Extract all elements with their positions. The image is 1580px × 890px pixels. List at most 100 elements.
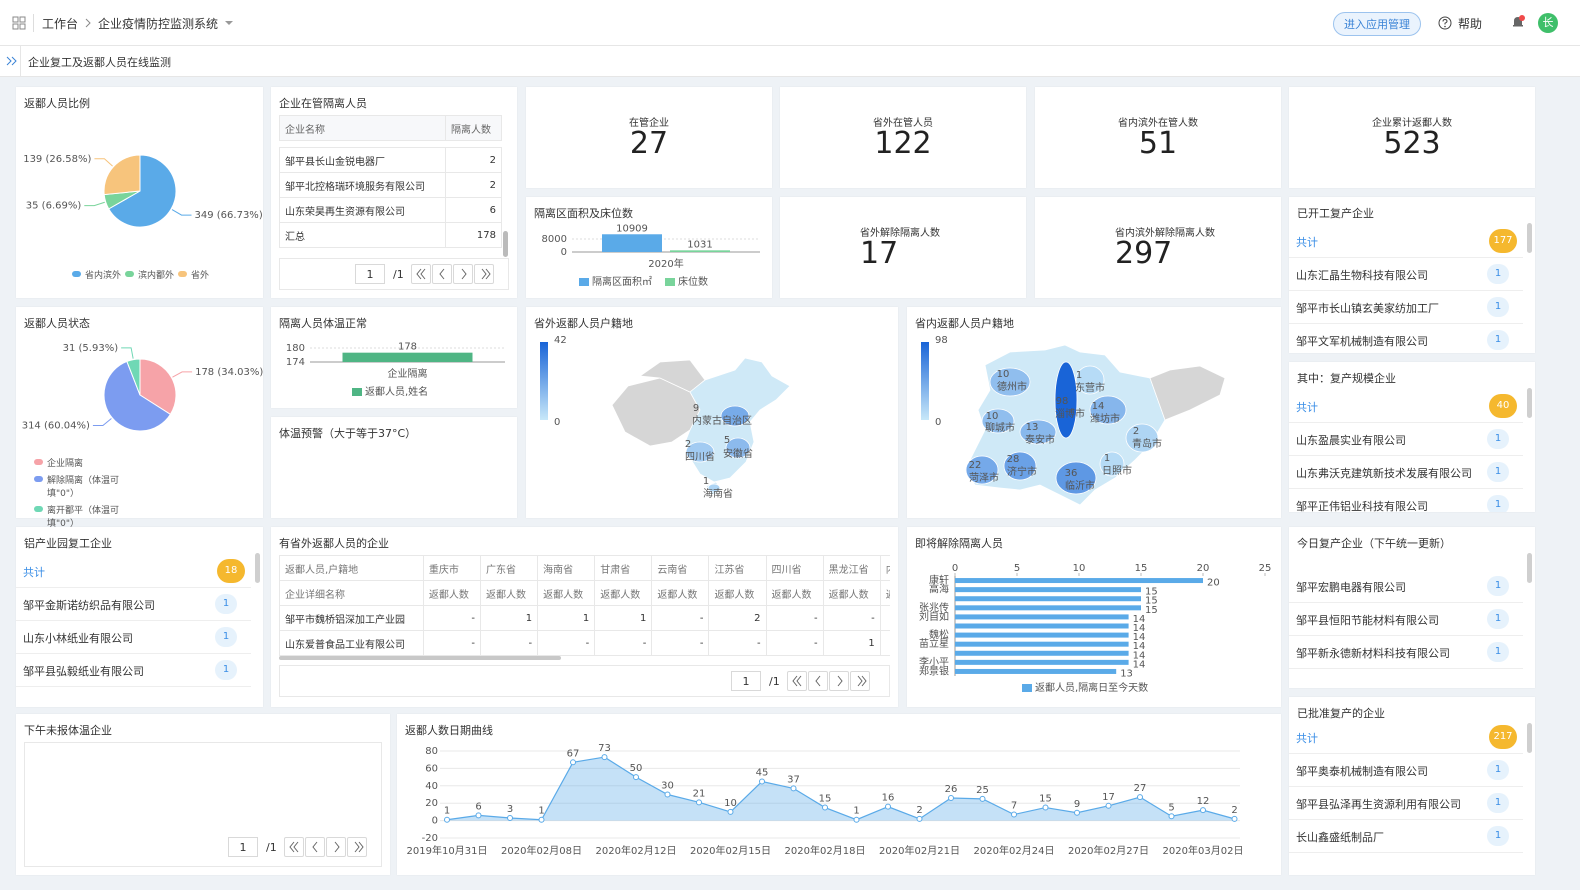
panel: 其中：复产规模企业 共计 40 山东盈晨实业有限公司 1 山东弗沃克建筑新技术发展有限公司… — [1289, 362, 1535, 512]
breadcrumb-item[interactable]: 工作台 — [42, 17, 79, 31]
header-cell: 返鄱人数 — [879, 580, 890, 606]
page-button[interactable] — [283, 837, 304, 857]
stat-value: 27 — [629, 126, 669, 161]
list-item[interactable]: 邹平新永德新材料科技有限公司 1 — [1289, 636, 1523, 669]
table-row[interactable]: 邹平市魏桥铝深加工产业园 -1 1 1-2- - — [279, 605, 890, 631]
breadcrumb-item[interactable]: 企业疫情防控监测系统 — [98, 17, 219, 31]
list-item[interactable]: 邹平宏鹏电器有限公司 1 — [1289, 570, 1523, 603]
panel-title: 今日复产企业（下午统一更新） — [1297, 537, 1451, 550]
stat-value: 523 — [1383, 126, 1441, 161]
page-button[interactable] — [304, 837, 325, 857]
item-name: 山东汇晶生物科技有限公司 — [1296, 269, 1428, 282]
total-label: 共计 — [23, 566, 45, 579]
list-item[interactable]: 邹平正伟铝业科技有限公司 1 — [1289, 489, 1523, 512]
page-button[interactable] — [828, 671, 849, 691]
legend-item: 省内滨外 — [71, 268, 121, 281]
list-item[interactable]: 山东盈晨实业有限公司 1 — [1289, 423, 1523, 456]
list-item[interactable]: 山东小林纸业有限公司 1 — [16, 621, 251, 654]
page-button[interactable] — [346, 837, 367, 857]
count-badge: 18 — [217, 559, 245, 583]
legend-text: 离开鄱平（体温可填"0"） — [47, 506, 120, 529]
panel: 在管企业 27 — [526, 87, 772, 188]
item-name: 邹平县恒阳节能材料有限公司 — [1296, 614, 1439, 627]
count-badge: 217 — [1489, 725, 1517, 749]
item-name: 邹平宏鹏电器有限公司 — [1296, 581, 1406, 594]
page-button[interactable] — [325, 837, 346, 857]
list-item[interactable]: 邹平文军机械制造有限公司 1 — [1289, 324, 1523, 353]
page-input[interactable]: 1 — [228, 837, 258, 857]
page-button[interactable] — [431, 264, 452, 284]
list-item[interactable]: 邹平县弘毅纸业有限公司 1 — [16, 654, 251, 687]
bell-icon[interactable] — [1510, 14, 1526, 30]
count-badge: 1 — [1487, 642, 1509, 662]
table-row[interactable]: 山东爱普食品工业有限公司 - - - - - - -1 — [279, 630, 890, 656]
table-row[interactable]: 汇总 178 — [279, 222, 502, 248]
legend-icon — [34, 506, 43, 512]
panel: 下午未报体温企业 1/1 — [16, 714, 390, 875]
page-button[interactable] — [807, 671, 828, 691]
cell: 2 — [445, 172, 502, 198]
avatar-text: 长 — [1542, 16, 1554, 29]
stat-label: 省内滨外在管人数 — [1118, 118, 1198, 129]
page-button[interactable] — [410, 264, 431, 284]
page-button[interactable] — [849, 671, 870, 691]
list-item[interactable]: 邹平金斯诺纺织品有限公司 1 — [16, 588, 251, 621]
help-link[interactable]: 帮助 — [1458, 17, 1483, 31]
apps-icon[interactable] — [12, 16, 26, 30]
cell: - — [708, 630, 767, 656]
cell: - — [537, 630, 596, 656]
chevron — [857, 675, 867, 687]
table-header: 返鄱人员,户籍地重庆市广东省海南省甘肃省云南省江苏省四川省黑龙江省内蒙古自治 — [279, 555, 890, 581]
item-name: 山东盈晨实业有限公司 — [1296, 434, 1406, 447]
list-item[interactable]: 山东汇晶生物科技有限公司 1 — [1289, 258, 1523, 291]
list-item[interactable]: 邹平市长山镇玄美家纺加工厂 1 — [1289, 291, 1523, 324]
table-row[interactable]: 山东荣昊再生资源有限公司 6 — [279, 197, 502, 223]
panel: 返鄱人数日期曲线 — [397, 714, 1281, 875]
header-cell: 广东省 — [479, 555, 539, 581]
table-row[interactable]: 邹平北控格瑞环境服务有限公司 2 — [279, 172, 502, 198]
chevron — [837, 675, 843, 687]
panel: 省外解除隔离人数 17 — [780, 197, 1026, 298]
legend-item: 滨内鄱外 — [124, 268, 174, 281]
panel-title: 有省外返鄱人员的企业 — [279, 537, 389, 550]
list-item[interactable]: 山东弗沃克建筑新技术发展有限公司 1 — [1289, 456, 1523, 489]
header-cell: 返鄱人数 — [822, 580, 881, 606]
scrollbar — [1527, 553, 1532, 583]
page-input[interactable]: 1 — [355, 264, 385, 284]
list-item[interactable]: 邹平县弘泽再生资源利用有限公司 1 — [1289, 787, 1523, 820]
list-item[interactable]: 长山鑫盛纸制品厂 1 — [1289, 820, 1523, 853]
avatar[interactable]: 长 — [1538, 13, 1558, 33]
panel-title: 已开工复产企业 — [1297, 207, 1374, 220]
list-item[interactable]: 邹平奥泰机械制造有限公司 1 — [1289, 754, 1523, 787]
header-cell: 返鄱人数 — [651, 580, 710, 606]
manage-button[interactable]: 进入应用管理 — [1333, 12, 1421, 36]
page-button[interactable] — [452, 264, 473, 284]
panel-title: 省内返鄱人员户籍地 — [915, 317, 1014, 330]
count-badge: 1 — [1487, 609, 1509, 629]
page-button[interactable] — [786, 671, 807, 691]
tab-title[interactable]: 企业复工及返鄱人员在线监测 — [28, 56, 171, 69]
chevron — [792, 675, 802, 687]
collapse-icon[interactable] — [6, 56, 18, 66]
top-bar: 工作台 企业疫情防控监测系统 进入应用管理 帮助 长 — [0, 0, 1580, 46]
page-count: /1 — [393, 267, 404, 281]
legend-icon — [71, 271, 81, 277]
help-icon[interactable] — [1438, 16, 1452, 30]
page-input[interactable]: 1 — [731, 671, 761, 691]
item-name: 长山鑫盛纸制品厂 — [1296, 831, 1384, 844]
chevron — [416, 268, 426, 280]
separator — [33, 14, 34, 32]
panel: 今日复产企业（下午统一更新） 邹平宏鹏电器有限公司 1 邹平县恒阳节能材料有限公司 1 邹… — [1289, 527, 1535, 688]
cell: 2 — [708, 605, 767, 631]
table-header: 企业名称 隔离人数 — [279, 115, 502, 141]
table-row[interactable]: 邹平县长山金锐电器厂 2 — [279, 147, 502, 173]
item-name: 邹平金斯诺纺织品有限公司 — [23, 599, 155, 612]
panel-title: 省外返鄱人员户籍地 — [534, 317, 633, 330]
panel: 省内滨外在管人数 51 — [1035, 87, 1281, 188]
item-name: 山东小林纸业有限公司 — [23, 632, 133, 645]
panel: 铝产业园复工企业 共计 18 邹平金斯诺纺织品有限公司 1 山东小林纸业有限公司 1 邹平县弘… — [16, 527, 263, 707]
list-item[interactable]: 邹平县恒阳节能材料有限公司 1 — [1289, 603, 1523, 636]
dropdown-caret[interactable] — [224, 20, 234, 26]
page-button[interactable] — [473, 264, 494, 284]
panel: 即将解除隔离人员 — [907, 527, 1281, 707]
